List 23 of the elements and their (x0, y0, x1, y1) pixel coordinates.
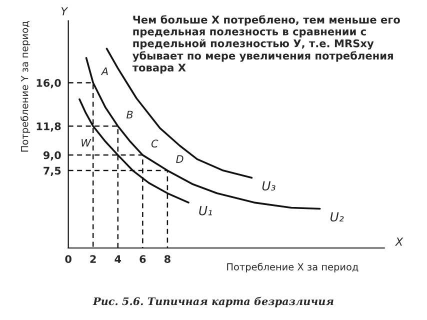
x-tick-label: 2 (90, 255, 96, 263)
annotation: D (176, 155, 184, 163)
y-tick-label: 7,5 (44, 166, 61, 176)
text: X (394, 238, 404, 246)
y-tick-label: 9,0 (43, 151, 61, 160)
x-tick-label: 0 (65, 255, 72, 264)
series-label: U₂ (330, 212, 344, 222)
x-axis-title: Потребление X за период (227, 262, 358, 272)
text: Y (61, 7, 68, 16)
x-tick-label: 4 (114, 255, 122, 263)
y-axis-title: Потребление Y за период (20, 21, 30, 152)
annotation: W (82, 138, 92, 147)
series-label: U₃ (262, 181, 276, 191)
series-label: U₁ (199, 206, 212, 216)
y-tick-label: 11,8 (36, 122, 61, 132)
annotation: Чем больше X потреблено, тем меньше его предельная полезность в сравнении с предельной полезностью У, т.е. MRSxy убывает по мере увеличения потребления товара X (132, 15, 400, 74)
annotation: C (151, 140, 158, 148)
annotation: B (126, 110, 133, 118)
annotation: A (100, 67, 108, 76)
y-tick-label: 16,0 (36, 78, 61, 88)
x-tick-label: 6 (140, 255, 146, 264)
x-tick-label: 8 (164, 255, 170, 264)
text: Рис. 5.6. Типичная карта безразличия (92, 296, 334, 308)
